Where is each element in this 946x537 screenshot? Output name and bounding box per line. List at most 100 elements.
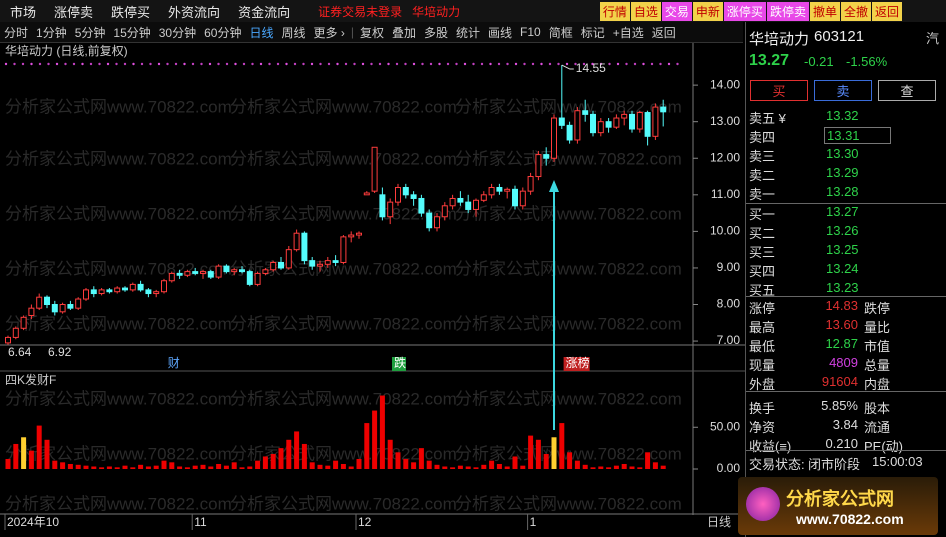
quick-button[interactable]: 返回	[871, 2, 902, 21]
volume-bar	[590, 467, 596, 469]
period-tab[interactable]: 30分钟	[158, 25, 197, 40]
period-tab[interactable]: 1分钟	[36, 25, 67, 40]
signal-dot	[353, 62, 356, 66]
volume-bar	[286, 439, 292, 469]
stat-value: 0.210	[825, 436, 858, 451]
signal-dot	[55, 62, 59, 66]
signal-dot	[642, 62, 645, 66]
high-label: 14.55	[576, 61, 606, 75]
candle-body	[309, 260, 316, 267]
menu-item[interactable]: 跌停买	[111, 4, 151, 20]
signal-dot	[616, 62, 620, 66]
volume-bar	[621, 463, 627, 469]
menu-item[interactable]: 资金流向	[238, 4, 291, 20]
x-tick-label: 2024年10	[7, 515, 59, 529]
trade-button[interactable]: 卖	[814, 80, 872, 101]
volume-bar	[301, 443, 307, 469]
trade-button[interactable]: 查	[878, 80, 936, 101]
period-tab[interactable]: 60分钟	[204, 25, 242, 40]
candle-body	[356, 232, 362, 236]
tool-button[interactable]: +自选	[612, 25, 644, 40]
candle-body	[371, 146, 378, 192]
menu-item[interactable]: 市场	[10, 4, 37, 20]
tool-button[interactable]: 多股	[424, 25, 449, 40]
volume-bar	[606, 467, 612, 469]
notice-stock: 华培动力	[412, 4, 461, 19]
signal-dot	[302, 62, 305, 66]
period-tab[interactable]: 更多 ›	[313, 25, 345, 40]
ask-price: 13.30	[826, 146, 859, 161]
candle-body	[301, 232, 308, 262]
signal-dot	[361, 62, 365, 66]
volume-bar	[629, 466, 635, 469]
candle-body	[480, 194, 487, 201]
volume-bar	[161, 460, 167, 469]
ask-price: 13.31	[824, 127, 891, 144]
candle-body	[332, 260, 339, 263]
candle-body	[20, 316, 27, 329]
quick-button[interactable]: 自选	[630, 2, 661, 21]
menu-item[interactable]: 涨停卖	[54, 4, 94, 20]
quick-button[interactable]: 交易	[661, 2, 692, 21]
candle-body	[488, 187, 495, 196]
signal-dot	[608, 62, 611, 66]
period-tab[interactable]: 周线	[281, 25, 306, 40]
stat-value: 13.60	[825, 317, 858, 332]
watermark: 分析家公式网www.70822.com	[5, 314, 232, 333]
tool-button[interactable]: 返回	[651, 25, 676, 40]
tool-button[interactable]: 统计	[456, 25, 481, 40]
quick-button[interactable]: 涨停买	[723, 2, 766, 21]
signal-dot	[599, 62, 603, 66]
indicator-title: 四K发财F	[5, 372, 56, 387]
tool-button[interactable]: 标记	[580, 25, 605, 40]
tool-button[interactable]: 画线	[488, 25, 513, 40]
menu-item[interactable]: 外资流向	[168, 4, 221, 20]
candle-body	[395, 187, 401, 203]
volume-bar	[660, 465, 666, 469]
tool-button[interactable]: F10	[520, 25, 541, 39]
candle-body	[465, 201, 472, 210]
quick-button[interactable]: 全撤	[840, 2, 871, 21]
stat-label: 总量	[864, 358, 891, 373]
tool-button[interactable]: 简框	[548, 25, 573, 40]
period-tab[interactable]: 日线	[249, 25, 274, 40]
volume-bar	[535, 439, 541, 469]
quick-button[interactable]: 跌停卖	[766, 2, 809, 21]
candle-body	[590, 113, 596, 134]
period-tab[interactable]: 5分钟	[74, 25, 106, 40]
trade-button[interactable]: 买	[750, 80, 808, 101]
volume-bar	[574, 460, 580, 469]
volume-bar	[130, 467, 136, 469]
volume-bar	[411, 462, 417, 469]
volume-bar	[372, 410, 378, 469]
watermark: 分析家公式网www.70822.com	[455, 97, 682, 116]
divider	[746, 296, 946, 297]
signal-dot	[140, 62, 144, 66]
ask-price: 13.32	[826, 108, 859, 123]
candle-body	[535, 154, 542, 178]
period-tab[interactable]: 15分钟	[113, 25, 151, 40]
side-label: 汽	[926, 31, 940, 46]
watermark: 分析家公式网www.70822.com	[455, 204, 682, 223]
quick-button[interactable]: 行情	[599, 2, 630, 21]
signal-dot	[123, 62, 127, 66]
volume-bar	[489, 460, 495, 469]
candle-body	[278, 261, 284, 269]
watermark: 分析家公式网www.70822.com	[230, 389, 457, 408]
volume-bar	[450, 467, 456, 469]
volume-bar	[145, 466, 151, 469]
signal-dot	[582, 62, 586, 66]
candle-body	[223, 265, 230, 273]
quick-button[interactable]: 撤单	[809, 2, 840, 21]
period-tab[interactable]: 分时	[4, 25, 29, 40]
signal-dot	[565, 62, 569, 66]
tool-button[interactable]: 叠加	[391, 25, 416, 40]
volume-bar	[192, 465, 198, 469]
volume-bar	[216, 463, 222, 469]
watermark: 分析家公式网www.70822.com	[455, 259, 682, 278]
signal-dot	[21, 62, 25, 66]
quick-button[interactable]: 申新	[692, 2, 723, 21]
tool-button[interactable]: 复权	[359, 25, 384, 40]
watermark: 分析家公式网www.70822.com	[455, 314, 682, 333]
volume-bar	[465, 466, 471, 469]
